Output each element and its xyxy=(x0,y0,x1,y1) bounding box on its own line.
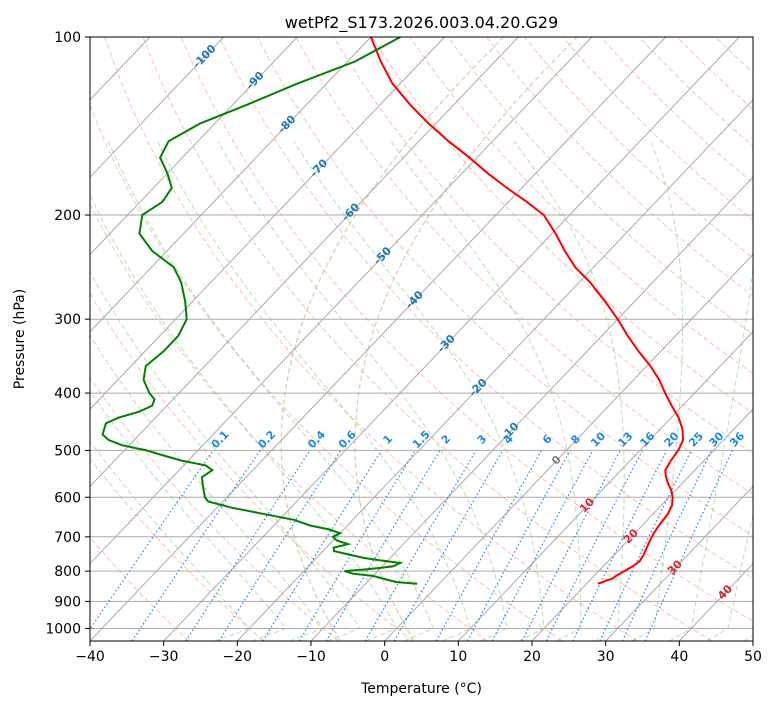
dry-adiabat xyxy=(142,37,712,641)
profile-lines xyxy=(101,37,685,585)
isotherm-line xyxy=(90,37,593,565)
isotherm-line xyxy=(457,331,753,641)
y-tick-label: 600 xyxy=(54,490,81,506)
y-tick-label: 100 xyxy=(54,30,81,46)
y-tick-label: 300 xyxy=(54,312,81,328)
y-tick-label: 500 xyxy=(54,443,81,459)
plot-frame xyxy=(89,36,754,642)
background-lines xyxy=(90,37,753,641)
dry-adiabat xyxy=(218,37,753,579)
isotherm-line xyxy=(90,37,372,333)
isotherm-line xyxy=(605,485,753,641)
isotherm-line xyxy=(163,37,740,641)
isotherm-line xyxy=(384,253,753,641)
dry-adiabat xyxy=(295,37,753,495)
x-tick-label: 0 xyxy=(380,649,389,665)
x-tick-label: 10 xyxy=(449,649,467,665)
isotherm-line xyxy=(236,99,753,641)
hail-growth-arc xyxy=(280,37,504,641)
dry-adiabat xyxy=(104,37,638,641)
x-tick-label: 40 xyxy=(670,649,688,665)
dry-adiabat xyxy=(371,37,753,414)
isotherm-line xyxy=(531,408,753,641)
chart-title: wetPf2_S173.2026.003.04.20.G29 xyxy=(285,13,559,33)
x-tick-label: 20 xyxy=(523,649,541,665)
dry-adiabat xyxy=(256,37,753,537)
mixing-ratio-line xyxy=(545,450,643,641)
mixing-ratio-line xyxy=(185,450,311,641)
mixing-ratio-line xyxy=(298,450,416,641)
x-tick-label: −20 xyxy=(223,649,253,665)
mixing-ratio-line xyxy=(131,450,261,641)
isotherm-line xyxy=(310,176,753,641)
mixing-ratio-line xyxy=(644,450,734,641)
mixing-ratio-line xyxy=(262,450,382,641)
dry-adiabat xyxy=(90,457,264,641)
dry-adiabat xyxy=(90,536,190,641)
y-tick-label: 700 xyxy=(54,530,81,546)
x-tick-label: 50 xyxy=(744,649,762,665)
isotherm-line xyxy=(90,37,224,178)
y-axis-label: Pressure (hPa) xyxy=(12,289,28,389)
y-tick-label: 200 xyxy=(54,208,81,224)
dry-adiabat xyxy=(180,37,753,622)
mixing-ratio-line xyxy=(435,450,543,641)
dry-adiabat xyxy=(90,203,488,641)
y-tick-label: 400 xyxy=(54,386,81,402)
axes: −40 −30 −20 −10 0 10 20 30 40 50 1000 900 800 700 600 5… xyxy=(45,30,762,665)
x-axis-label: Temperature (°C) xyxy=(360,681,482,697)
isotherm-line xyxy=(90,37,666,641)
dry-adiabat xyxy=(447,37,753,336)
mixing-ratio-line xyxy=(521,450,621,641)
dry-adiabat xyxy=(486,37,753,297)
x-tick-label: −30 xyxy=(149,649,179,665)
x-tick-label: −40 xyxy=(75,649,105,665)
y-tick-label: 1000 xyxy=(45,621,81,637)
mixing-ratio-line xyxy=(393,450,504,641)
isotherm-line xyxy=(90,37,298,256)
mixing-ratio-line xyxy=(90,450,214,631)
y-tick-label: 800 xyxy=(54,564,81,580)
y-tick-label: 900 xyxy=(54,594,81,610)
dewpoint-profile xyxy=(101,37,418,585)
temperature-profile xyxy=(369,37,685,585)
hail-growth-arc xyxy=(354,37,578,641)
mixing-ratio-line xyxy=(466,450,571,641)
x-tick-label: 30 xyxy=(597,649,615,665)
mixing-ratio-line xyxy=(218,450,342,641)
isotherm-line xyxy=(90,37,445,410)
isotherm-line xyxy=(90,37,519,488)
dry-adiabat xyxy=(90,104,563,641)
x-tick-label: −10 xyxy=(296,649,326,665)
